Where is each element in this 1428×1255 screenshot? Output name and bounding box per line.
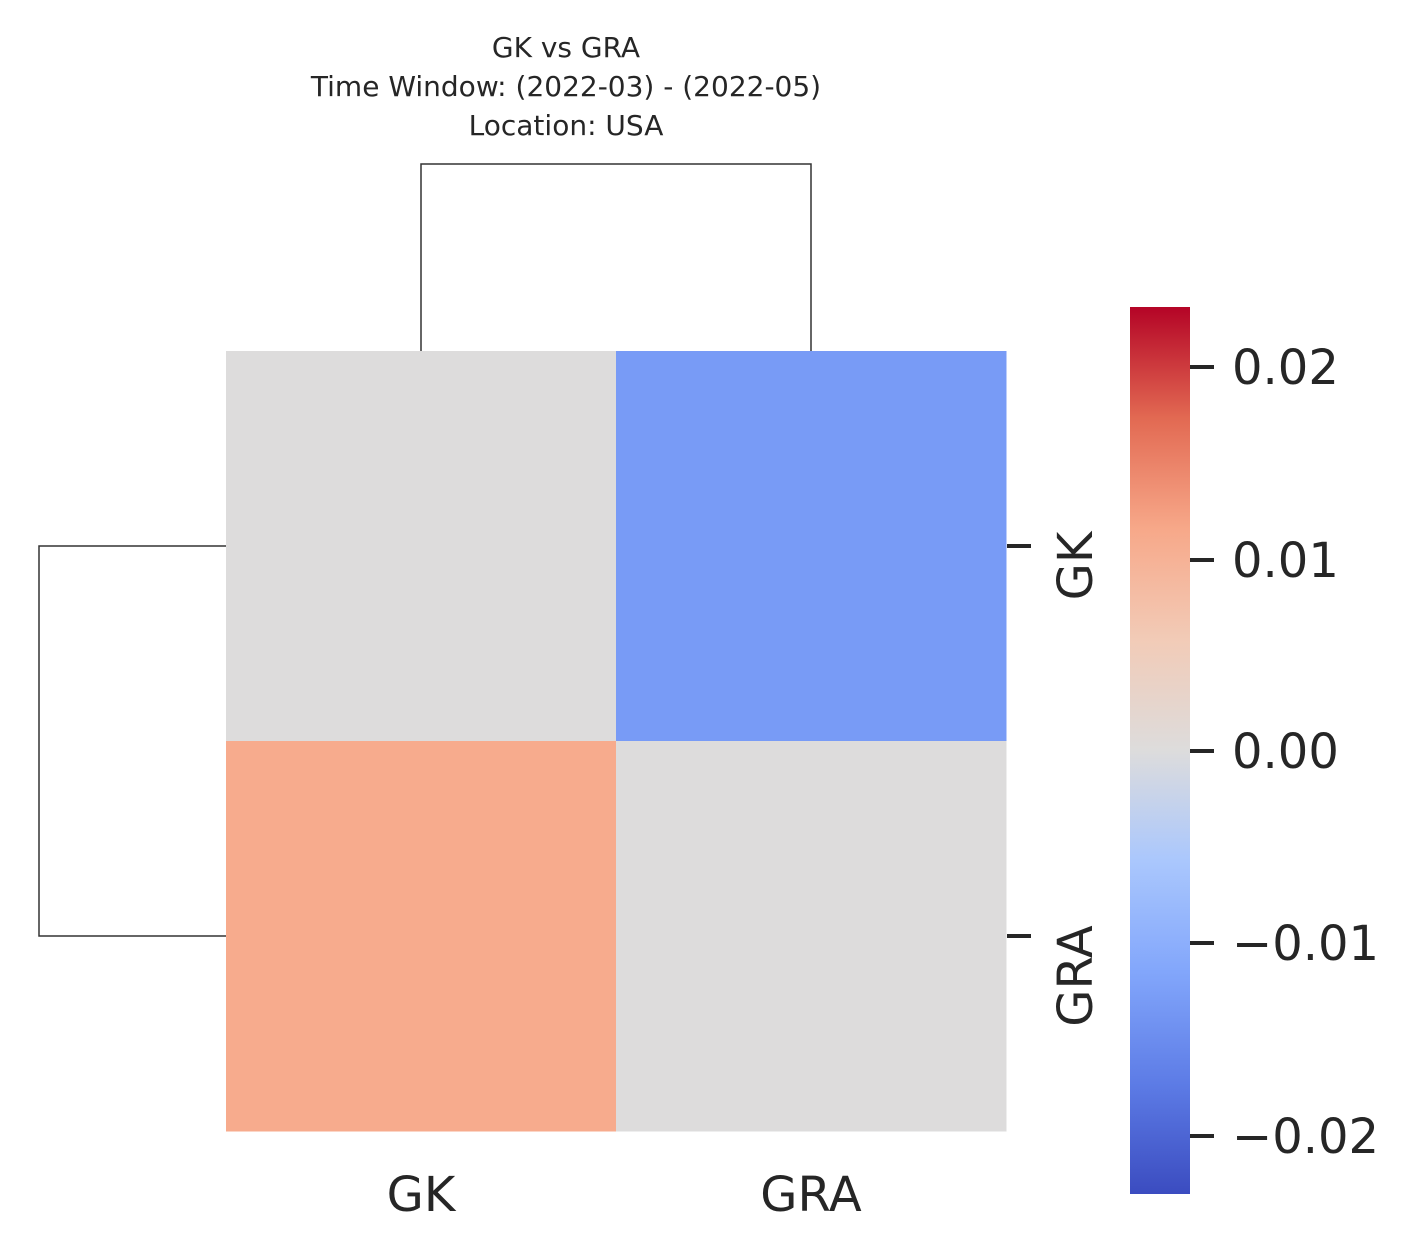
row-label-gra: GRA [1048, 925, 1104, 1027]
row-dendrogram-link [38, 545, 226, 937]
chart-title: GK vs GRA Time Window: (2022-03) - (2022… [310, 31, 821, 142]
heatmap-cell [616, 741, 1007, 1132]
title-line-1: GK vs GRA [492, 31, 640, 64]
column-label-gk: GK [387, 1167, 457, 1223]
row-tick-marks [1007, 544, 1031, 938]
title-line-3: Location: USA [469, 109, 664, 142]
column-dendrogram [420, 163, 812, 351]
colorbar-tick-label: 0.00 [1232, 724, 1339, 780]
heatmap-cell [226, 741, 617, 1132]
colorbar-ticks [1190, 365, 1214, 1138]
column-label-gra: GRA [760, 1167, 862, 1223]
colorbar-tick-label: −0.01 [1232, 916, 1379, 972]
heatmap-cell [616, 351, 1007, 742]
row-label-gk: GK [1048, 530, 1104, 600]
title-line-2: Time Window: (2022-03) - (2022-05) [310, 70, 821, 103]
heatmap-cells [226, 351, 1007, 1132]
colorbar-tick-label: −0.02 [1232, 1109, 1379, 1165]
row-dendrogram [38, 545, 226, 937]
heatmap-cell [226, 351, 617, 742]
colorbar [1130, 307, 1190, 1194]
column-dendrogram-link [420, 163, 812, 351]
colorbar-tick-label: 0.01 [1232, 533, 1339, 589]
colorbar-tick-label: 0.02 [1232, 340, 1339, 396]
